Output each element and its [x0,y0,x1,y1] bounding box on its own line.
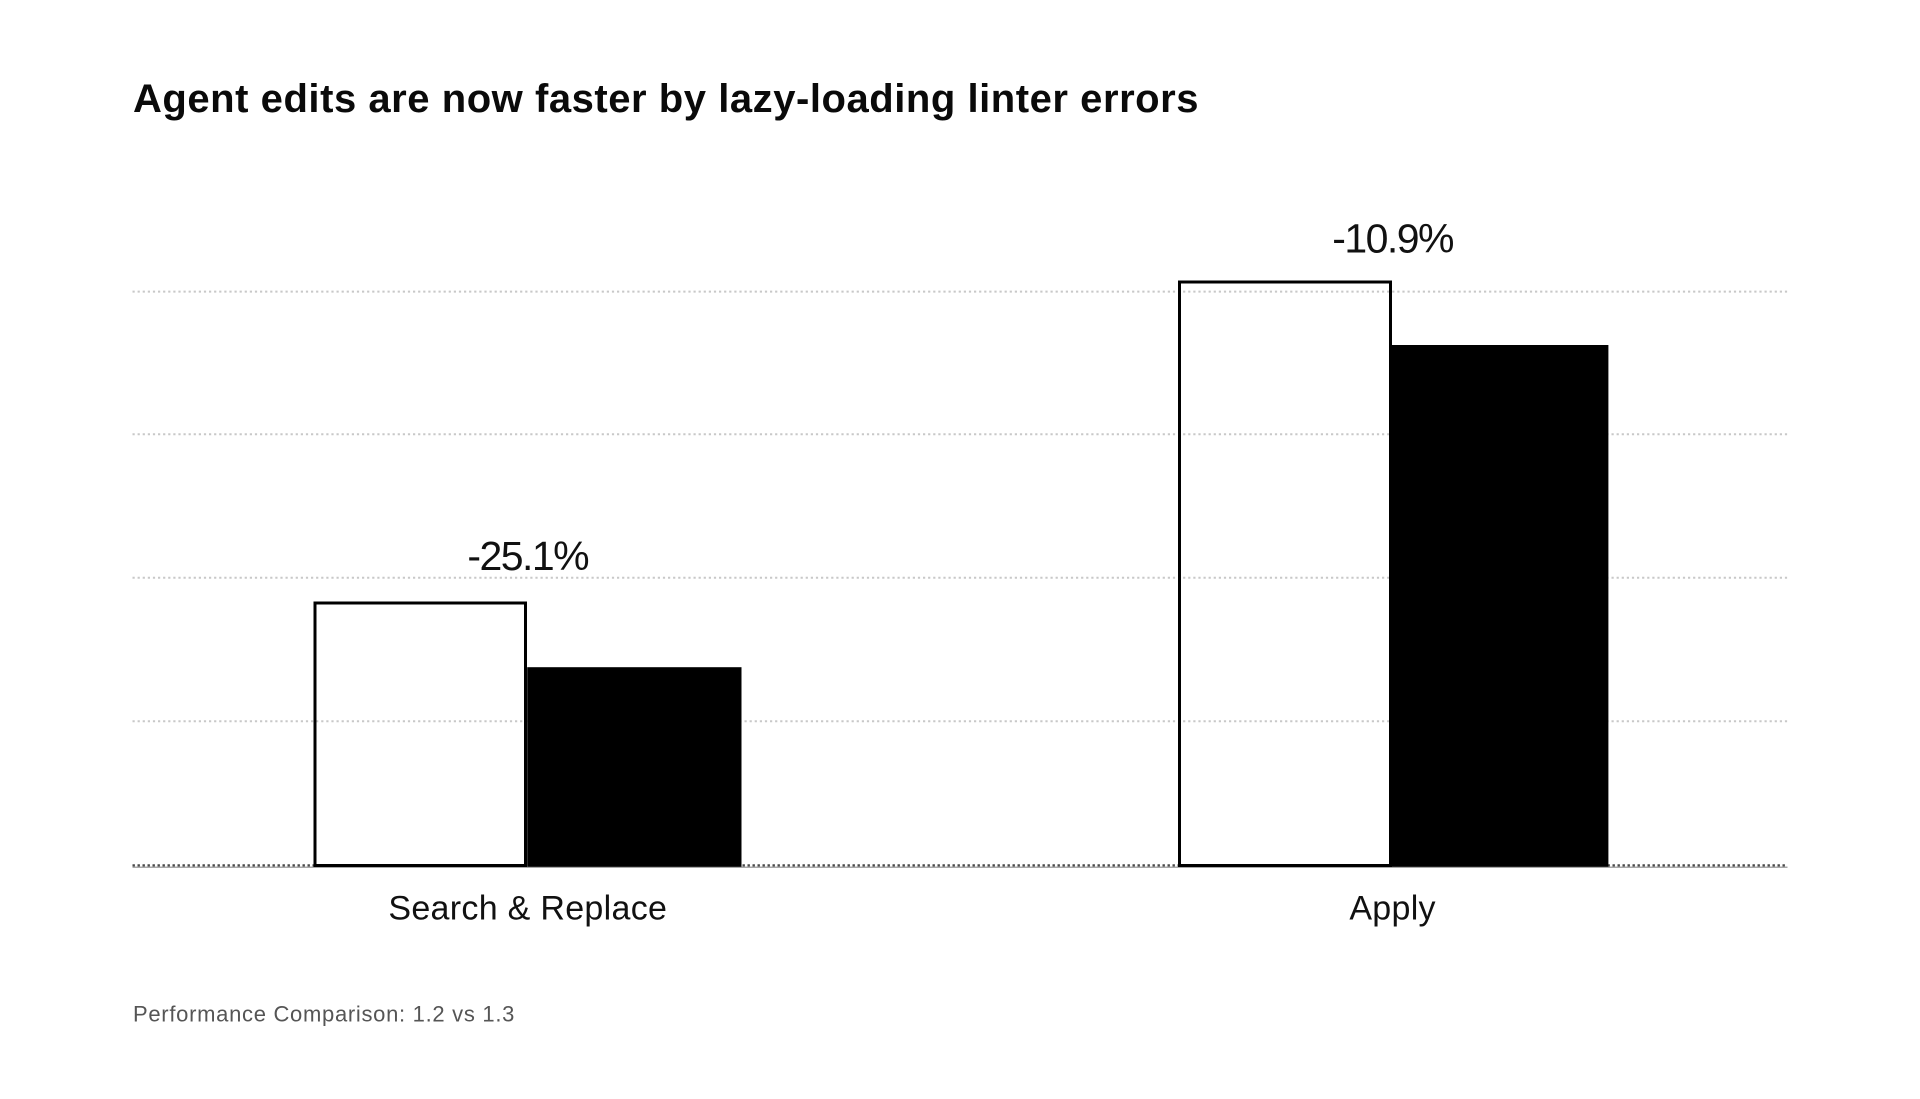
svg-text:Agent edits are now faster by: Agent edits are now faster by lazy-loadi… [133,77,1199,121]
svg-text:Performance Comparison: 1.2 vs: Performance Comparison: 1.2 vs 1.3 [133,1002,515,1027]
svg-text:Search & Replace: Search & Replace [388,889,667,927]
svg-text:Apply: Apply [1349,889,1436,927]
svg-text:-10.9%: -10.9% [1332,215,1453,261]
svg-text:-25.1%: -25.1% [467,533,588,579]
